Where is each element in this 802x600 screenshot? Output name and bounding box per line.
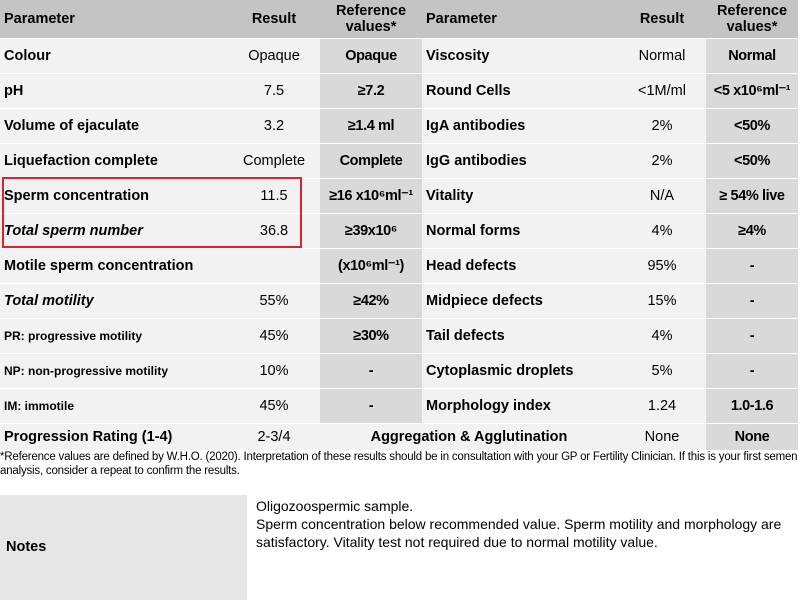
- table-row: Colour Opaque Opaque Viscosity Normal No…: [0, 38, 798, 74]
- param-head-defects: Head defects: [422, 248, 618, 284]
- reference-midpiece-defects: -: [706, 283, 798, 319]
- reference-total-motility: ≥42%: [320, 283, 422, 319]
- reference-viscosity: Normal: [706, 38, 798, 74]
- result-liquefaction: Complete: [228, 143, 320, 179]
- param-morphology-index: Morphology index: [422, 388, 618, 424]
- reference-igg: <50%: [706, 143, 798, 179]
- header-reference: Reference values*: [320, 0, 422, 39]
- table-header-row: Parameter Result Reference values* Param…: [0, 0, 798, 39]
- header-result: Result: [228, 0, 320, 39]
- table-row: Total sperm number 36.8 ≥39x10⁶ Normal f…: [0, 213, 798, 249]
- table-row: IM: immotile 45% - Morphology index 1.24…: [0, 388, 798, 424]
- reference-aggregation-agglutination: None: [706, 423, 798, 451]
- result-aggregation-agglutination: None: [618, 423, 706, 451]
- reference-footnote: *Reference values are defined by W.H.O. …: [0, 451, 798, 477]
- result-ph: 7.5: [228, 73, 320, 109]
- param-sperm-concentration: Sperm concentration: [0, 178, 228, 214]
- param-volume: Volume of ejaculate: [0, 108, 228, 144]
- result-cytoplasmic-droplets: 5%: [618, 353, 706, 389]
- reference-progressive-motility: ≥30%: [320, 318, 422, 354]
- reference-total-sperm-number: ≥39x10⁶: [320, 213, 422, 249]
- table-row: NP: non-progressive motility 10% - Cytop…: [0, 353, 798, 389]
- reference-liquefaction: Complete: [320, 143, 422, 179]
- header-reference-2: Reference values*: [706, 0, 798, 39]
- param-progression-rating: Progression Rating (1-4): [0, 423, 228, 451]
- table-row: PR: progressive motility 45% ≥30% Tail d…: [0, 318, 798, 354]
- reference-tail-defects: -: [706, 318, 798, 354]
- param-immotile: IM: immotile: [0, 388, 228, 424]
- param-motile-sperm-concentration: Motile sperm concentration: [0, 248, 228, 284]
- result-progressive-motility: 45%: [228, 318, 320, 354]
- param-midpiece-defects: Midpiece defects: [422, 283, 618, 319]
- reference-normal-forms: ≥4%: [706, 213, 798, 249]
- result-vitality: N/A: [618, 178, 706, 214]
- param-normal-forms: Normal forms: [422, 213, 618, 249]
- header-parameter-2: Parameter: [422, 0, 618, 39]
- result-round-cells: <1M/ml: [618, 73, 706, 109]
- table-row: Motile sperm concentration (x10⁶ml⁻¹) He…: [0, 248, 798, 284]
- reference-morphology-index: 1.0-1.6: [706, 388, 798, 424]
- table-row: Volume of ejaculate 3.2 ≥1.4 ml IgA anti…: [0, 108, 798, 144]
- result-head-defects: 95%: [618, 248, 706, 284]
- reference-sperm-concentration: ≥16 x10⁶ml⁻¹: [320, 178, 422, 214]
- param-non-progressive-motility: NP: non-progressive motility: [0, 353, 228, 389]
- result-sperm-concentration: 11.5: [228, 178, 320, 214]
- table-row: Progression Rating (1-4) 2-3/4 Aggregati…: [0, 423, 798, 451]
- param-tail-defects: Tail defects: [422, 318, 618, 354]
- notes-body: Oligozoospermic sample. Sperm concentrat…: [256, 497, 796, 551]
- result-total-sperm-number: 36.8: [228, 213, 320, 249]
- reference-round-cells: <5 x10⁶ml⁻¹: [706, 73, 798, 109]
- param-igg: IgG antibodies: [422, 143, 618, 179]
- param-liquefaction: Liquefaction complete: [0, 143, 228, 179]
- result-volume: 3.2: [228, 108, 320, 144]
- table-row: Liquefaction complete Complete Complete …: [0, 143, 798, 179]
- result-non-progressive-motility: 10%: [228, 353, 320, 389]
- result-total-motility: 55%: [228, 283, 320, 319]
- param-progressive-motility: PR: progressive motility: [0, 318, 228, 354]
- param-aggregation-agglutination: Aggregation & Agglutination: [320, 423, 618, 451]
- result-midpiece-defects: 15%: [618, 283, 706, 319]
- reference-volume: ≥1.4 ml: [320, 108, 422, 144]
- table-row: pH 7.5 ≥7.2 Round Cells <1M/ml <5 x10⁶ml…: [0, 73, 798, 109]
- result-tail-defects: 4%: [618, 318, 706, 354]
- param-iga: IgA antibodies: [422, 108, 618, 144]
- table-row: Sperm concentration 11.5 ≥16 x10⁶ml⁻¹ Vi…: [0, 178, 798, 214]
- result-immotile: 45%: [228, 388, 320, 424]
- param-ph: pH: [0, 73, 228, 109]
- result-iga: 2%: [618, 108, 706, 144]
- reference-iga: <50%: [706, 108, 798, 144]
- result-motile-sperm-concentration: [228, 248, 320, 284]
- reference-vitality: ≥ 54% live: [706, 178, 798, 214]
- param-total-sperm-number: Total sperm number: [0, 213, 228, 249]
- result-normal-forms: 4%: [618, 213, 706, 249]
- notes-line-1: Oligozoospermic sample.: [256, 498, 414, 514]
- param-cytoplasmic-droplets: Cytoplasmic droplets: [422, 353, 618, 389]
- param-vitality: Vitality: [422, 178, 618, 214]
- reference-immotile: -: [320, 388, 422, 424]
- param-total-motility: Total motility: [0, 283, 228, 319]
- result-progression-rating: 2-3/4: [228, 423, 320, 451]
- header-result-2: Result: [618, 0, 706, 39]
- reference-cytoplasmic-droplets: -: [706, 353, 798, 389]
- result-colour: Opaque: [228, 38, 320, 74]
- reference-motile-sperm-concentration: (x10⁶ml⁻¹): [320, 248, 422, 284]
- reference-non-progressive-motility: -: [320, 353, 422, 389]
- notes-label: Notes: [0, 495, 247, 600]
- notes-section: Notes Oligozoospermic sample. Sperm conc…: [0, 495, 800, 600]
- semen-analysis-table: Parameter Result Reference values* Param…: [0, 0, 798, 451]
- param-colour: Colour: [0, 38, 228, 74]
- param-round-cells: Round Cells: [422, 73, 618, 109]
- notes-line-2: Sperm concentration below recommended va…: [256, 516, 782, 550]
- reference-head-defects: -: [706, 248, 798, 284]
- table-row: Total motility 55% ≥42% Midpiece defects…: [0, 283, 798, 319]
- result-igg: 2%: [618, 143, 706, 179]
- result-morphology-index: 1.24: [618, 388, 706, 424]
- reference-colour: Opaque: [320, 38, 422, 74]
- result-viscosity: Normal: [618, 38, 706, 74]
- header-parameter: Parameter: [0, 0, 228, 39]
- reference-ph: ≥7.2: [320, 73, 422, 109]
- param-viscosity: Viscosity: [422, 38, 618, 74]
